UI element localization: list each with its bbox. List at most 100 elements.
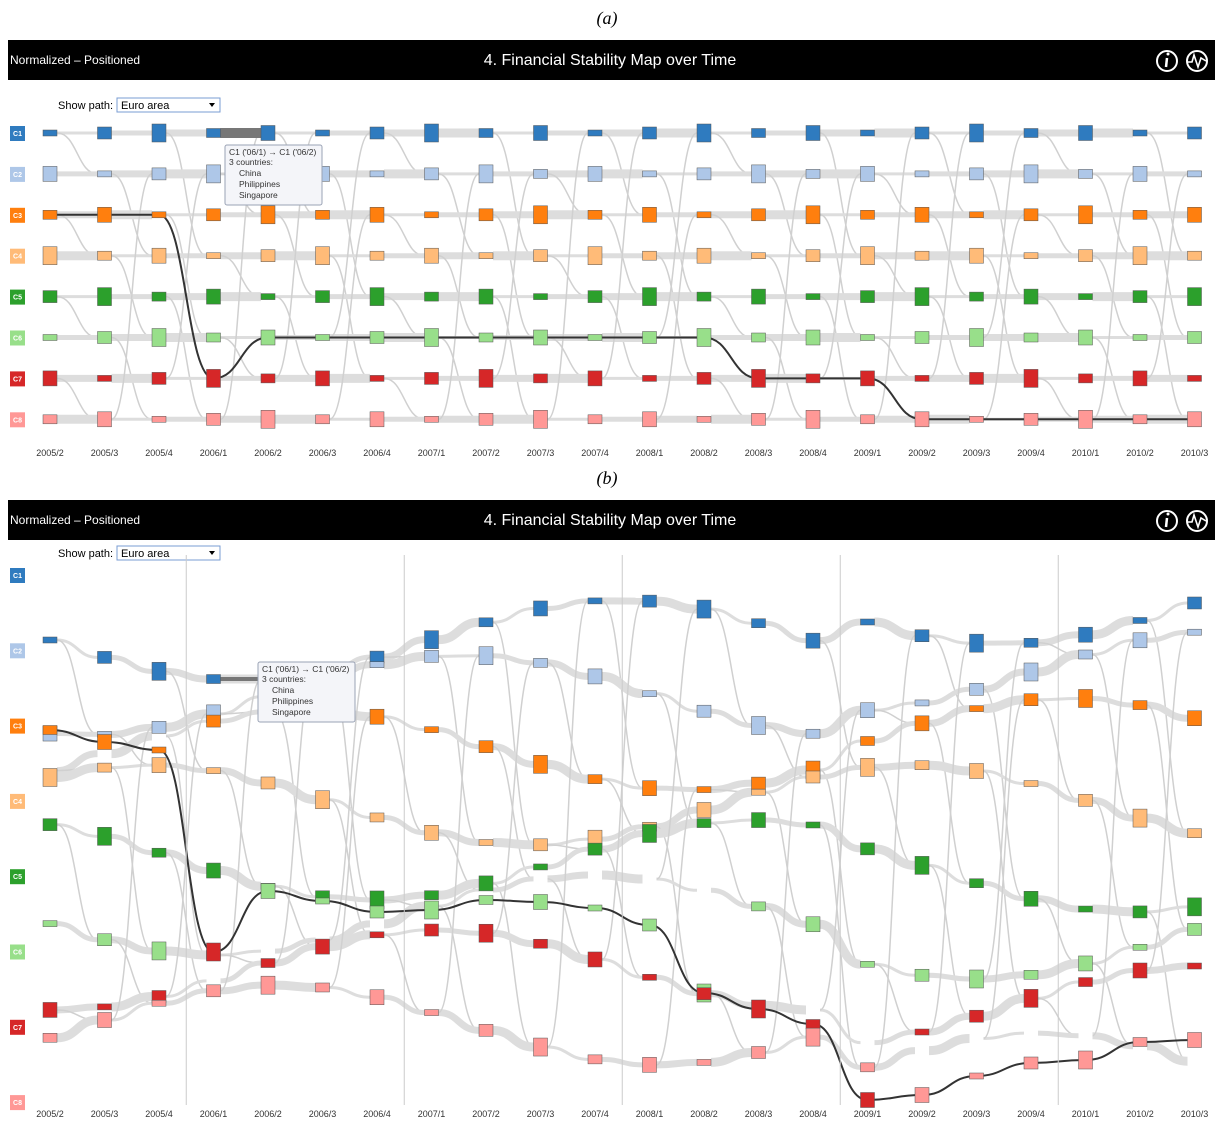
cluster-node bbox=[370, 412, 384, 427]
flow bbox=[384, 297, 425, 338]
period-label: 2007/4 bbox=[581, 1109, 609, 1119]
flow bbox=[1038, 297, 1079, 338]
cluster-node bbox=[1024, 289, 1038, 304]
period-label: 2006/1 bbox=[200, 448, 228, 458]
period-label: 2007/2 bbox=[472, 448, 500, 458]
cluster-node bbox=[806, 206, 820, 224]
cluster-node bbox=[861, 758, 875, 776]
cluster-node bbox=[915, 969, 929, 981]
cluster-node bbox=[98, 1004, 112, 1010]
cluster-node bbox=[370, 251, 384, 260]
flow bbox=[384, 133, 425, 174]
cluster-node bbox=[534, 864, 548, 870]
cluster-node bbox=[316, 939, 330, 954]
cluster-node bbox=[970, 1010, 984, 1022]
cluster-node bbox=[207, 715, 221, 727]
flow bbox=[1093, 800, 1134, 818]
flow bbox=[57, 378, 98, 419]
flow bbox=[439, 1013, 480, 1031]
flow bbox=[166, 174, 207, 379]
cluster-node bbox=[534, 755, 548, 773]
flow bbox=[493, 747, 534, 765]
cluster-node bbox=[752, 902, 766, 911]
cluster-node bbox=[479, 840, 493, 846]
period-label: 2009/4 bbox=[1017, 448, 1045, 458]
cluster-node bbox=[1133, 166, 1147, 181]
period-label: 2005/3 bbox=[91, 448, 119, 458]
cluster-node bbox=[806, 1028, 820, 1046]
cluster-node bbox=[915, 716, 929, 731]
cluster-node bbox=[98, 827, 112, 845]
cluster-node bbox=[370, 662, 384, 668]
cluster-node bbox=[697, 248, 711, 263]
flow bbox=[657, 1062, 698, 1064]
flow bbox=[1038, 215, 1079, 256]
flow bbox=[657, 827, 698, 994]
cluster-node bbox=[806, 374, 820, 383]
cluster-node bbox=[425, 924, 439, 936]
cluster-node bbox=[915, 251, 929, 260]
cluster-node bbox=[534, 294, 548, 300]
cluster-node bbox=[861, 736, 875, 745]
cluster-node bbox=[970, 634, 984, 652]
cluster-node bbox=[1024, 333, 1038, 342]
cluster-node bbox=[370, 709, 384, 724]
flow bbox=[711, 378, 752, 419]
flow bbox=[330, 800, 371, 935]
cluster-node bbox=[534, 374, 548, 383]
cluster-node bbox=[261, 959, 275, 968]
flow bbox=[1038, 378, 1079, 419]
cluster-node bbox=[98, 251, 112, 260]
cluster-node bbox=[970, 1073, 984, 1079]
cluster-node bbox=[1024, 209, 1038, 221]
cluster-node bbox=[697, 802, 711, 817]
cluster-node bbox=[152, 758, 166, 773]
cluster-node bbox=[152, 124, 166, 142]
cluster-node bbox=[152, 942, 166, 960]
flow bbox=[1038, 133, 1079, 174]
flow bbox=[221, 985, 262, 991]
cluster-node bbox=[752, 813, 766, 828]
period-label: 2008/3 bbox=[745, 448, 773, 458]
cluster-node bbox=[915, 1088, 929, 1103]
flow bbox=[1093, 909, 1134, 912]
flow bbox=[1147, 912, 1188, 1061]
cluster-node bbox=[261, 884, 275, 899]
cluster-node bbox=[915, 700, 929, 706]
cluster-node bbox=[43, 921, 57, 927]
cluster-node bbox=[479, 369, 493, 387]
flow bbox=[711, 133, 752, 174]
cluster-node bbox=[98, 412, 112, 427]
flow bbox=[657, 879, 698, 890]
cluster-node bbox=[1188, 597, 1202, 609]
flow bbox=[1147, 907, 1188, 912]
cluster-node bbox=[1024, 694, 1038, 706]
cluster-label: C3 bbox=[13, 724, 22, 731]
cluster-node bbox=[316, 247, 330, 265]
cluster-node bbox=[752, 1046, 766, 1058]
flow bbox=[657, 694, 698, 712]
period-label: 2008/4 bbox=[799, 448, 827, 458]
cluster-node bbox=[643, 919, 657, 931]
cluster-node bbox=[1024, 1057, 1038, 1069]
cluster-node bbox=[152, 416, 166, 422]
cluster-node bbox=[152, 1000, 166, 1006]
period-label: 2010/1 bbox=[1072, 1109, 1100, 1119]
cluster-node bbox=[425, 825, 439, 840]
cluster-node bbox=[806, 294, 820, 300]
cluster-node bbox=[1133, 633, 1147, 648]
cluster-node bbox=[697, 168, 711, 180]
flow bbox=[493, 663, 534, 933]
flow bbox=[493, 843, 534, 845]
cluster-node bbox=[425, 631, 439, 649]
cluster-node bbox=[152, 848, 166, 857]
cluster-label: C8 bbox=[13, 417, 22, 424]
flow bbox=[57, 1020, 98, 1038]
flow bbox=[221, 679, 262, 991]
cluster-node bbox=[861, 415, 875, 424]
flow bbox=[275, 783, 316, 800]
flow bbox=[112, 836, 153, 852]
cluster-node bbox=[970, 248, 984, 263]
flow bbox=[657, 215, 698, 419]
cluster-node bbox=[752, 289, 766, 304]
